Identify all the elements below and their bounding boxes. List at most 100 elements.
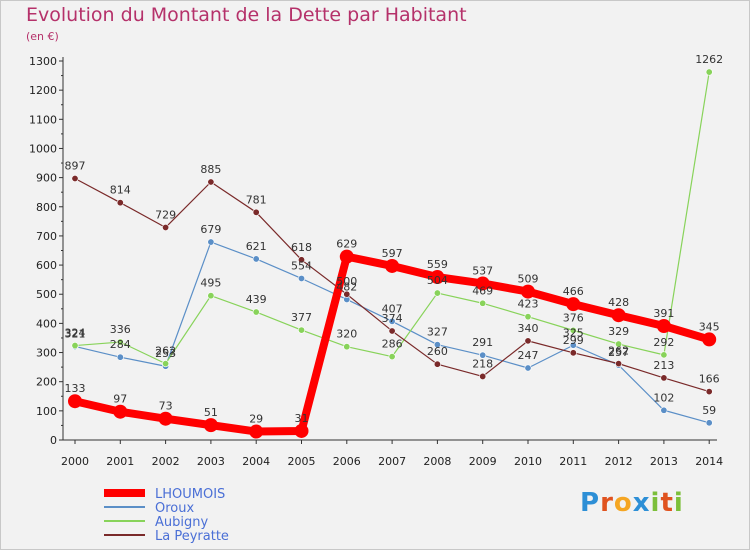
data-label: 292 [653, 336, 674, 349]
data-point [113, 404, 128, 419]
y-tick-label: 0 [50, 434, 57, 447]
data-point [615, 340, 623, 348]
logo-letter: P [580, 488, 601, 518]
data-label: 466 [563, 285, 584, 298]
data-point [252, 255, 260, 263]
y-tick-label: 800 [36, 201, 57, 214]
y-tick-label: 100 [36, 405, 57, 418]
data-label: 324 [65, 327, 86, 340]
data-point [249, 424, 264, 439]
y-tick-label: 1300 [29, 55, 57, 68]
data-point [388, 317, 396, 325]
data-point [479, 372, 487, 380]
data-point [207, 238, 215, 246]
logo-letter: x [632, 488, 651, 518]
data-label: 345 [699, 320, 720, 333]
data-point [475, 276, 490, 291]
data-point [524, 364, 532, 372]
data-point [158, 411, 173, 426]
x-tick-label: 2009 [469, 455, 497, 468]
x-tick-label: 2002 [152, 455, 180, 468]
data-label: 374 [382, 312, 403, 325]
data-point [705, 68, 713, 76]
data-point [660, 406, 668, 414]
y-tick-label: 500 [36, 288, 57, 301]
data-point [521, 284, 535, 299]
y-tick-label: 1100 [29, 113, 57, 126]
data-label: 885 [200, 163, 221, 176]
data-point [68, 394, 82, 409]
x-tick-label: 2004 [242, 455, 270, 468]
data-label: 102 [653, 391, 674, 404]
data-point [524, 337, 532, 345]
data-label: 679 [200, 223, 221, 236]
data-point [388, 353, 396, 361]
legend-entry-0: LHOUMOIS [155, 487, 225, 502]
x-tick-label: 2012 [605, 455, 633, 468]
data-point [660, 374, 668, 382]
data-label: 260 [427, 345, 448, 358]
data-point [116, 199, 124, 207]
data-label: 621 [246, 240, 267, 253]
data-point [339, 249, 354, 264]
data-point [433, 289, 441, 297]
data-label: 897 [65, 159, 86, 172]
logo-letter: o [613, 488, 633, 518]
data-label: 284 [110, 338, 131, 351]
data-point [569, 349, 577, 357]
data-label: 320 [336, 328, 357, 341]
data-label: 340 [518, 322, 539, 335]
data-label: 31 [295, 412, 309, 425]
chart-unit: (en €) [26, 30, 59, 43]
logo-letter: i [650, 488, 661, 518]
data-point [71, 342, 79, 350]
y-tick-label: 400 [36, 317, 57, 330]
data-label: 325 [563, 326, 584, 339]
data-label: 482 [336, 280, 357, 293]
data-point [71, 174, 79, 182]
legend-entry-3: La Peyratte [155, 529, 229, 544]
x-tick-label: 2003 [197, 455, 225, 468]
data-label: 814 [110, 184, 131, 197]
data-label: 29 [249, 413, 263, 426]
data-label: 559 [427, 258, 448, 271]
data-point [656, 319, 671, 334]
data-label: 1262 [695, 53, 723, 66]
data-label: 781 [246, 193, 267, 206]
legend-entry-1: Oroux [155, 501, 194, 516]
data-point [252, 208, 260, 216]
x-tick-label: 2010 [514, 455, 542, 468]
y-tick-label: 700 [36, 230, 57, 243]
data-point [207, 292, 215, 300]
x-tick-label: 2001 [106, 455, 134, 468]
data-label: 391 [653, 307, 674, 320]
data-label: 504 [427, 274, 448, 287]
logo-letter: i [673, 488, 684, 518]
data-label: 247 [518, 349, 539, 362]
data-label: 73 [159, 400, 173, 413]
data-label: 537 [472, 264, 493, 277]
data-label: 166 [699, 373, 720, 386]
data-point [385, 258, 400, 273]
data-label: 495 [200, 277, 221, 290]
data-point [433, 341, 441, 349]
data-point [203, 418, 218, 433]
data-label: 336 [110, 323, 131, 336]
data-point [252, 308, 260, 316]
data-point [343, 290, 351, 298]
data-labels: 133 97 73 51 29 31 629 597 559 537 509 466 428 391 345… [65, 53, 724, 425]
legend-entry-2: Aubigny [155, 515, 208, 530]
data-label: 262 [608, 345, 629, 358]
y-tick-label: 1200 [29, 84, 57, 97]
data-point [162, 223, 170, 231]
data-label: 321 [65, 327, 86, 340]
data-point [297, 274, 305, 282]
data-point [615, 360, 623, 368]
data-label: 439 [246, 293, 267, 306]
data-label: 329 [608, 325, 629, 338]
data-label: 469 [472, 284, 493, 297]
data-point [479, 351, 487, 359]
